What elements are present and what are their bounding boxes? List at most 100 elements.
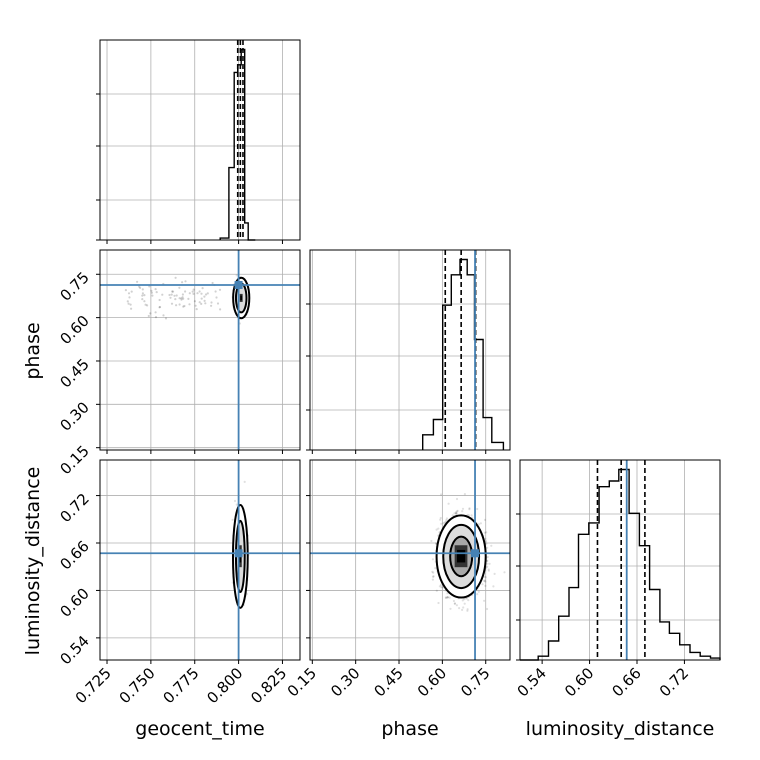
scatter-point [150,289,153,292]
scatter-point [150,291,153,294]
scatter-point [169,296,172,299]
scatter-point [198,301,201,304]
scatter-point [127,292,131,295]
scatter-point [180,298,183,301]
scatter-point [171,290,175,293]
scatter-point [192,292,195,295]
scatter-point [162,314,165,317]
scatter-point [173,294,176,297]
scatter-point [203,295,206,298]
scatter-point [201,287,204,290]
scatter-point [155,291,158,294]
panel-background [100,460,300,660]
scatter-point [200,302,203,305]
scatter-point [178,303,181,306]
scatter-point [130,290,133,293]
scatter-point [235,274,238,277]
scatter-point [188,303,191,306]
scatter-point [440,493,443,496]
scatter-point [147,314,150,318]
scatter-point [161,293,164,296]
scatter-point [178,286,181,289]
scatter-point [449,607,452,610]
scatter-point [178,297,181,300]
scatter-point [194,304,197,307]
scatter-point [170,293,173,296]
scatter-point [170,302,174,305]
scatter-point [181,296,184,299]
scatter-point [431,578,434,581]
scatter-point [493,572,496,576]
scatter-point [204,302,207,305]
scatter-point [219,308,222,311]
scatter-point [168,293,171,297]
scatter-point [196,292,199,295]
scatter-point [184,290,187,293]
histogram-phase [422,258,505,450]
scatter-point [154,288,157,291]
scatter-point [130,307,133,310]
scatter-point [488,562,491,565]
scatter-point [211,281,214,285]
scatter-point [143,300,146,303]
scatter-point [136,280,139,283]
scatter-point [243,480,246,483]
scatter-point [193,300,196,303]
scatter-point [143,294,146,297]
scatter-point [175,304,178,307]
scatter-point [149,312,152,315]
scatter-point [192,288,195,291]
scatter-point [141,298,144,301]
scatter-point [151,294,154,297]
scatter-point [128,296,131,299]
scatter-point [210,301,213,304]
scatter-point [154,311,157,314]
scatter-point [483,599,486,602]
scatter-point [158,306,161,309]
scatter-point [158,298,161,302]
panel-background [100,250,300,450]
scatter-point [187,297,190,300]
scatter-point [174,298,177,301]
scatter-point [184,280,187,283]
scatter-point [144,303,147,306]
scatter-point [198,290,201,293]
scatter-point [188,292,191,295]
scatter-point [126,300,129,303]
scatter-point [141,294,144,297]
scatter-point [181,293,184,296]
scatter-point [476,507,479,511]
panel-background [310,250,510,450]
scatter-point [231,518,234,521]
scatter-point [235,503,238,506]
scatter-point [233,499,237,503]
scatter-point [203,299,206,302]
scatter-point [214,290,217,293]
scatter-point [127,302,130,305]
scatter-point [195,308,198,311]
scatter-point [458,607,461,610]
scatter-point [124,289,127,292]
scatter-point [206,292,209,295]
scatter-point [141,292,144,295]
scatter-point [200,297,203,300]
scatter-point [164,317,168,320]
panel-background [520,460,720,660]
histogram-luminosity_distance [520,468,721,661]
scatter-point [215,296,218,299]
scatter-point [154,316,158,319]
scatter-point [182,305,185,308]
scatter-point [200,292,203,295]
scatter-point [174,276,177,279]
scatter-point [216,302,220,305]
scatter-point [141,288,144,291]
scatter-point [175,294,178,297]
scatter-point [191,290,194,293]
density-peak [240,295,243,301]
panel-background [100,40,300,240]
scatter-point [218,288,222,291]
scatter-point [181,281,184,284]
scatter-point [129,303,132,306]
scatter-point [210,304,213,307]
